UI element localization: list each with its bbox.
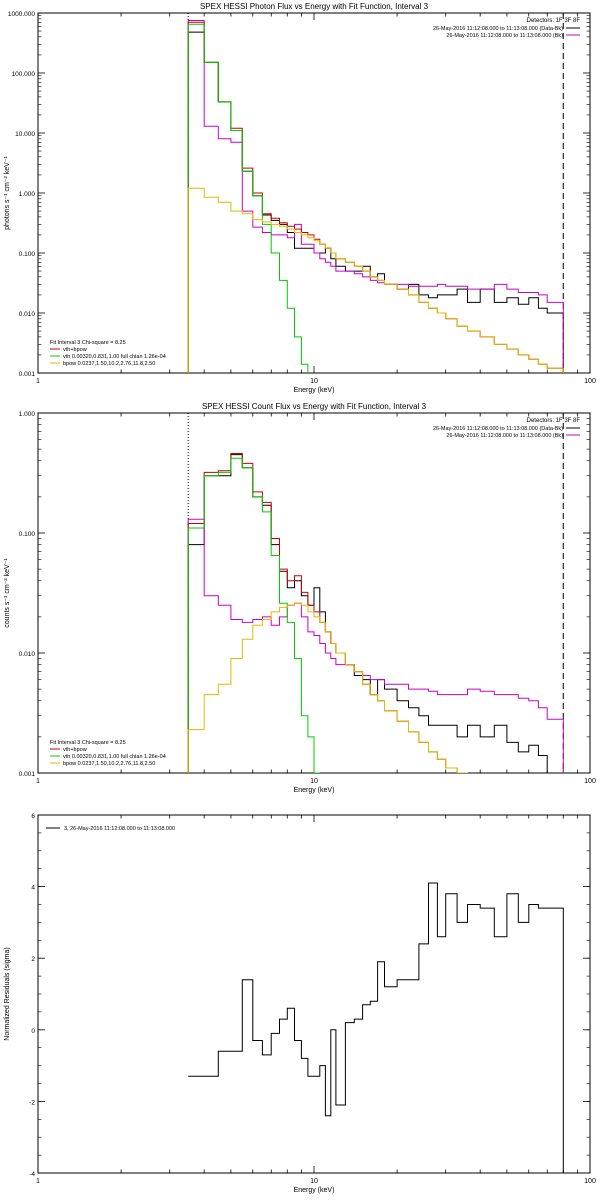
legend-entry: 26-May-2016 11:12:08.000 to 11:13:08.000… bbox=[446, 33, 563, 39]
series-group bbox=[187, 20, 564, 373]
series-data-line bbox=[187, 31, 564, 373]
series-bpow-line bbox=[187, 602, 564, 773]
y-tick-label: 1.000 bbox=[19, 411, 36, 418]
y-tick-label: 0.001 bbox=[19, 371, 36, 378]
fit-legend-entry: bpow 0.0237,1.50,10.2,2.76,11.8,2.50 bbox=[63, 761, 155, 767]
panel-residuals: 1 10 100 Energy (keV) -4 -2 0 2 4 6 Normalized Res… bbox=[4, 813, 596, 1194]
series-data-line bbox=[187, 454, 564, 773]
series-bk-line bbox=[187, 20, 564, 373]
series-total-line bbox=[187, 21, 564, 373]
series-group bbox=[188, 882, 564, 1173]
y-tick-label: 1000.000 bbox=[8, 11, 35, 18]
series-data-line bbox=[188, 882, 564, 1173]
x-tick-label: 1 bbox=[36, 778, 40, 785]
chart-title: SPEX HESSI Count Flux vs Energy with Fit… bbox=[202, 402, 427, 411]
fit-legend-entry: Fit Interval 3 Chi-square = 8.25 bbox=[50, 740, 126, 746]
x-tick-label: 1 bbox=[36, 378, 40, 385]
chart-title: SPEX HESSI Photon Flux vs Energy with Fi… bbox=[200, 2, 429, 11]
plot-frame bbox=[37, 814, 591, 1174]
plot-frame bbox=[37, 12, 591, 374]
x-axis-label: Energy (keV) bbox=[294, 787, 335, 794]
y-tick-label: 6 bbox=[31, 813, 35, 820]
y-tick-label: 0.100 bbox=[19, 531, 36, 538]
y-tick-label: 4 bbox=[31, 885, 35, 892]
fit-legend-entry: vth 0.00320,0.831,1.00 full chian 1.26e-… bbox=[63, 354, 166, 360]
legend-entry: 3, 26-May-2016 11:12:08.000 to 11:13:08.… bbox=[64, 826, 175, 832]
detectors-label: Detectors: 1F 3F 8F bbox=[527, 418, 581, 424]
panel-photon: SPEX HESSI Photon Flux vs Energy with Fi… bbox=[4, 2, 596, 394]
fit-legend-entry: vth+bpow bbox=[63, 747, 87, 753]
series-vth-line bbox=[187, 23, 564, 373]
legend-entry: 26-May-2016 11:12:08.000 to 11:13:08.000… bbox=[446, 433, 563, 439]
fit-legend-entry: vth+bpow bbox=[63, 347, 87, 353]
y-tick-label: 100.000 bbox=[12, 71, 36, 78]
y-tick-label: 10.000 bbox=[15, 131, 35, 138]
series-bpow-line bbox=[187, 187, 564, 373]
legend-entry: 26-May-2016 11:12:08.000 to 11:13:08.000… bbox=[433, 26, 563, 32]
panel-count: SPEX HESSI Count Flux vs Energy with Fit… bbox=[4, 402, 596, 794]
fit-legend-entry: vth 0.00320,0.831,1.00 full chian 1.26e-… bbox=[63, 754, 166, 760]
y-tick-label: 0 bbox=[31, 1028, 35, 1035]
x-tick-label: 100 bbox=[584, 378, 596, 385]
detectors-label: Detectors: 1F 3F 8F bbox=[527, 18, 581, 24]
legend-entry: 26-May-2016 11:12:08.000 to 11:13:08.000… bbox=[433, 426, 563, 432]
x-tick-label: 100 bbox=[584, 1178, 596, 1185]
x-tick-label: 100 bbox=[584, 778, 596, 785]
x-axis-label: Energy (keV) bbox=[294, 1187, 335, 1194]
y-axis-label: photons s⁻¹ cm⁻² keV⁻¹ bbox=[4, 155, 11, 229]
x-tick-label: 10 bbox=[310, 378, 318, 385]
y-tick-label: 1.000 bbox=[19, 191, 36, 198]
y-tick-label: 0.001 bbox=[19, 771, 36, 778]
y-tick-label: 2 bbox=[31, 956, 35, 963]
x-axis-label: Energy (keV) bbox=[294, 387, 335, 394]
y-axis-label: Normalized Residuals (sigma) bbox=[4, 947, 11, 1040]
y-tick-label: 0.010 bbox=[19, 651, 36, 658]
y-tick-label: -2 bbox=[29, 1099, 35, 1106]
series-total-line bbox=[187, 453, 564, 773]
x-tick-label: 10 bbox=[310, 778, 318, 785]
y-tick-label: 0.100 bbox=[19, 251, 36, 258]
y-tick-label: -4 bbox=[29, 1171, 35, 1178]
fit-legend-entry: bpow 0.0237,1.50,10.2,2.76,11.8,2.50 bbox=[63, 361, 155, 367]
series-vth-line bbox=[187, 457, 564, 773]
series-group bbox=[187, 453, 564, 773]
y-tick-label: 0.010 bbox=[19, 311, 36, 318]
fit-legend-entry: Fit Interval 3 Chi-square = 8.25 bbox=[50, 340, 126, 346]
x-tick-label: 1 bbox=[36, 1178, 40, 1185]
y-axis-label: counts s⁻¹ cm⁻² keV⁻¹ bbox=[4, 558, 11, 628]
x-tick-label: 10 bbox=[310, 1178, 318, 1185]
